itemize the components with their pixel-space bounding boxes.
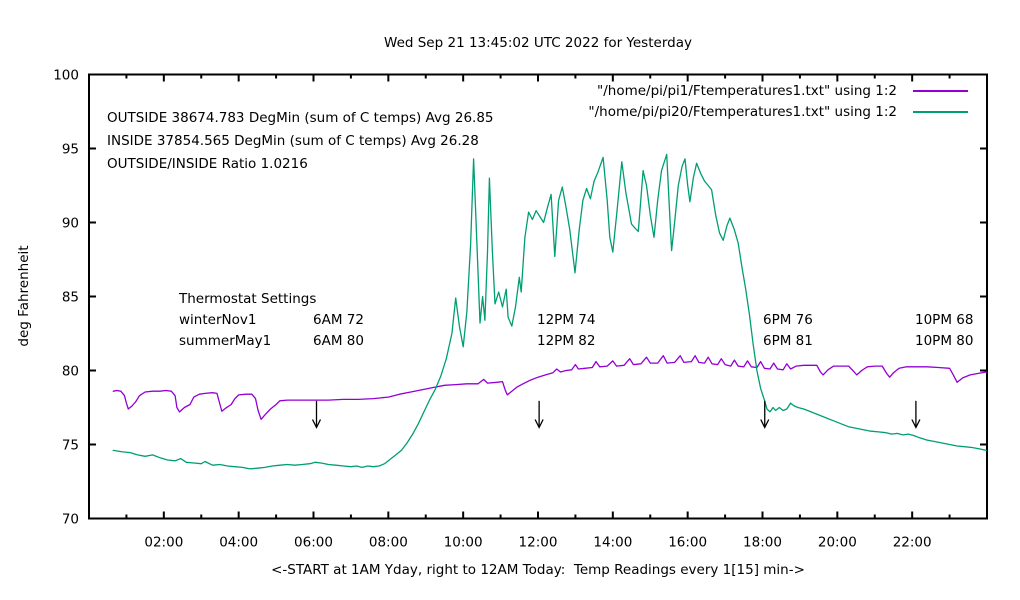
time-marker-arrowhead [311,419,322,429]
thermostat-row-summer-label: summerMay1 [179,333,272,349]
x-tick-label: 10:00 [444,535,483,551]
legend-line-sample-pi1 [913,90,968,92]
legend-label-pi20: "/home/pi/pi20/Ftemperatures1.txt" using… [588,104,897,120]
x-tick-label: 18:00 [743,535,782,551]
y-tick-label: 95 [62,142,79,158]
stat-outside-degmin: OUTSIDE 38674.783 DegMin (sum of C temps… [107,110,494,126]
y-tick-label: 85 [62,290,79,306]
x-tick-label: 06:00 [294,535,333,551]
thermostat-winter-10pm: 10PM 68 [915,312,974,328]
temperature-series-pi1-inside [112,355,987,420]
x-tick-label: 16:00 [668,535,707,551]
x-tick-label: 22:00 [893,535,932,551]
thermostat-summer-6pm: 6PM 81 [763,333,813,349]
temperature-series-pi20-outside [112,153,987,470]
time-marker-arrowhead [911,419,921,429]
chart-title: Wed Sep 21 13:45:02 UTC 2022 for Yesterd… [384,35,692,51]
stat-outside-inside-ratio: OUTSIDE/INSIDE Ratio 1.0216 [107,156,308,172]
x-tick-label: 20:00 [818,535,857,551]
thermostat-winter-6pm: 6PM 76 [763,312,813,328]
y-tick-label: 80 [62,364,79,380]
x-tick-label: 14:00 [593,535,632,551]
y-tick-label: 75 [62,438,79,454]
y-tick-label: 90 [62,216,79,232]
legend-label-pi1: "/home/pi/pi1/Ftemperatures1.txt" using … [597,83,897,99]
y-axis-label: deg Fahrenheit [16,245,32,347]
thermostat-winter-6am: 6AM 72 [313,312,364,328]
thermostat-summer-6am: 6AM 80 [313,333,364,349]
y-tick-label: 100 [53,68,79,84]
x-tick-label: 04:00 [219,535,258,551]
thermostat-summer-12pm: 12PM 82 [537,333,596,349]
y-tick-label: 70 [62,512,79,528]
time-marker-arrowhead [760,419,770,429]
thermostat-settings-heading: Thermostat Settings [179,291,317,307]
thermostat-row-winter-label: winterNov1 [179,312,257,328]
thermostat-winter-12pm: 12PM 74 [537,312,596,328]
legend-line-sample-pi20 [913,111,968,113]
x-tick-label: 08:00 [369,535,408,551]
legend-item-pi20: "/home/pi/pi20/Ftemperatures1.txt" using… [588,104,968,120]
thermostat-summer-10pm: 10PM 80 [915,333,974,349]
x-axis-label: <-START at 1AM Yday, right to 12AM Today… [271,562,805,578]
stat-inside-degmin: INSIDE 37854.565 DegMin (sum of C temps)… [107,133,479,149]
x-tick-label: 02:00 [144,535,183,551]
time-marker-arrowhead [534,419,544,429]
x-tick-label: 12:00 [519,535,558,551]
legend-item-pi1: "/home/pi/pi1/Ftemperatures1.txt" using … [597,83,968,99]
